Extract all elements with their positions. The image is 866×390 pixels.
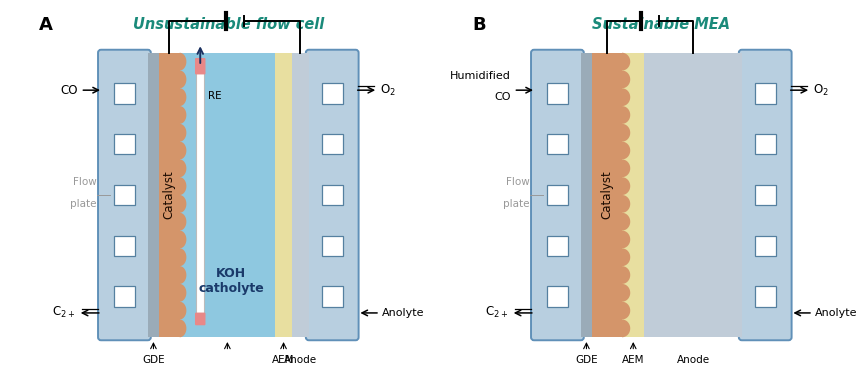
Bar	[755, 286, 776, 307]
Text: CO: CO	[494, 92, 511, 102]
Text: RE: RE	[208, 91, 222, 101]
Text: Anolyte: Anolyte	[815, 308, 857, 318]
Polygon shape	[622, 284, 630, 302]
Bar	[547, 185, 568, 205]
Bar	[592, 53, 622, 337]
Polygon shape	[179, 302, 186, 319]
Bar	[547, 83, 568, 104]
Polygon shape	[622, 213, 630, 230]
Text: Flow: Flow	[506, 177, 529, 187]
Text: CO: CO	[61, 84, 78, 97]
Polygon shape	[179, 284, 186, 302]
Polygon shape	[179, 230, 186, 248]
Bar	[547, 236, 568, 256]
Polygon shape	[622, 71, 630, 88]
Bar	[196, 67, 204, 316]
Text: O$_2$: O$_2$	[813, 83, 829, 98]
Bar	[322, 134, 343, 154]
Bar	[547, 134, 568, 154]
Bar	[755, 134, 776, 154]
Polygon shape	[622, 195, 630, 213]
Bar	[322, 83, 343, 104]
Text: Unsustainable flow cell: Unsustainable flow cell	[132, 17, 324, 32]
FancyBboxPatch shape	[98, 50, 151, 340]
Text: AEM: AEM	[622, 355, 644, 365]
Polygon shape	[622, 106, 630, 124]
FancyBboxPatch shape	[306, 50, 359, 340]
Bar	[322, 185, 343, 205]
Text: Anode: Anode	[284, 355, 317, 365]
Bar	[755, 185, 776, 205]
Polygon shape	[179, 248, 186, 266]
Bar	[581, 53, 592, 337]
Polygon shape	[622, 319, 630, 337]
Polygon shape	[622, 124, 630, 142]
Polygon shape	[179, 319, 186, 337]
Text: C$_{2+}$: C$_{2+}$	[486, 305, 508, 321]
FancyBboxPatch shape	[531, 50, 584, 340]
FancyBboxPatch shape	[739, 50, 792, 340]
Polygon shape	[179, 160, 186, 177]
Text: Catalyst: Catalyst	[600, 171, 613, 219]
Bar	[755, 83, 776, 104]
Bar	[179, 53, 309, 337]
Polygon shape	[179, 213, 186, 230]
Bar	[547, 286, 568, 307]
Polygon shape	[179, 142, 186, 160]
Text: GDE: GDE	[575, 355, 598, 365]
Polygon shape	[179, 195, 186, 213]
Polygon shape	[179, 106, 186, 124]
Polygon shape	[622, 230, 630, 248]
Bar	[614, 53, 644, 337]
Text: Anolyte: Anolyte	[382, 308, 424, 318]
Bar	[322, 236, 343, 256]
Polygon shape	[179, 124, 186, 142]
Polygon shape	[622, 53, 630, 71]
Text: KOH
catholyte: KOH catholyte	[198, 267, 264, 295]
Text: A: A	[39, 16, 53, 34]
Polygon shape	[622, 266, 630, 284]
Bar	[644, 53, 742, 337]
Polygon shape	[179, 177, 186, 195]
FancyBboxPatch shape	[195, 58, 205, 74]
Polygon shape	[179, 266, 186, 284]
Polygon shape	[622, 160, 630, 177]
Polygon shape	[622, 88, 630, 106]
FancyBboxPatch shape	[195, 312, 205, 325]
Polygon shape	[179, 71, 186, 88]
Text: O$_2$: O$_2$	[380, 83, 396, 98]
Text: Catalyst: Catalyst	[163, 171, 176, 219]
Text: B: B	[472, 16, 486, 34]
Text: C$_{2+}$: C$_{2+}$	[53, 305, 75, 321]
Bar	[148, 53, 159, 337]
Bar	[114, 83, 135, 104]
Bar	[114, 134, 135, 154]
Text: AEM: AEM	[272, 355, 294, 365]
Bar	[114, 286, 135, 307]
Text: Anode: Anode	[676, 355, 710, 365]
Bar	[275, 53, 292, 337]
Polygon shape	[179, 88, 186, 106]
Bar	[114, 236, 135, 256]
Bar	[114, 185, 135, 205]
Polygon shape	[179, 53, 186, 71]
Bar	[292, 53, 309, 337]
Text: Sustainable MEA: Sustainable MEA	[592, 17, 730, 32]
Bar	[159, 53, 179, 337]
Bar	[755, 236, 776, 256]
Polygon shape	[622, 142, 630, 160]
Polygon shape	[622, 248, 630, 266]
Text: Flow: Flow	[73, 177, 96, 187]
Text: plate: plate	[70, 200, 96, 209]
Polygon shape	[622, 177, 630, 195]
Text: Humidified: Humidified	[450, 71, 511, 81]
Bar	[322, 286, 343, 307]
Polygon shape	[622, 302, 630, 319]
Text: plate: plate	[503, 200, 529, 209]
Text: GDE: GDE	[142, 355, 165, 365]
